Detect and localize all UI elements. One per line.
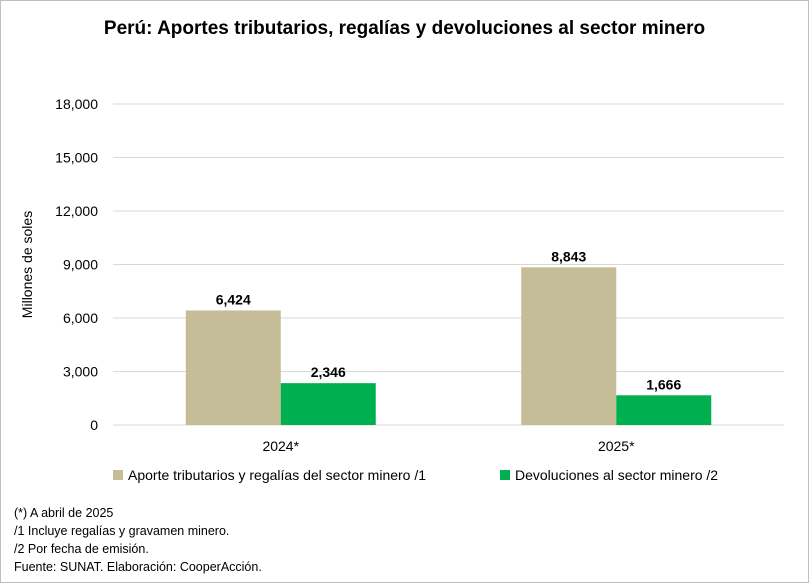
legend-swatch xyxy=(500,470,510,480)
x-tick-label: 2025* xyxy=(598,438,635,454)
x-tick-label: 2024* xyxy=(262,438,299,454)
y-tick-label: 18,000 xyxy=(55,96,98,112)
data-label: 6,424 xyxy=(216,291,251,307)
y-tick-label: 12,000 xyxy=(55,203,98,219)
legend-swatch xyxy=(113,470,123,480)
bar xyxy=(616,395,712,425)
y-tick-label: 9,000 xyxy=(63,257,98,273)
bar-chart: 0 3,000 6,000 9,000 12,000 15,000 18,000 Millon… xyxy=(19,96,784,483)
y-tick-label: 15,000 xyxy=(55,150,98,166)
y-axis-title: Millones de soles xyxy=(19,211,35,318)
bar xyxy=(185,310,281,425)
chart-title: Perú: Aportes tributarios, regalías y de… xyxy=(103,18,706,39)
y-tick-label: 3,000 xyxy=(63,364,98,380)
legend-label: Devoluciones al sector minero /2 xyxy=(515,467,718,483)
y-tick-label: 6,000 xyxy=(63,310,98,326)
data-label: 2,346 xyxy=(311,364,346,380)
data-label: 8,843 xyxy=(551,248,586,264)
footnotes: (*) A abril de 2025 /1 Incluye regalías … xyxy=(14,504,262,576)
bar xyxy=(280,383,376,425)
legend-label: Aporte tributarios y regalías del sector… xyxy=(128,467,426,483)
footnote-1: /1 Incluye regalías y gravamen minero. xyxy=(14,524,230,538)
y-tick-label: 0 xyxy=(90,417,98,433)
data-label: 1,666 xyxy=(646,376,681,392)
footnote-source: Fuente: SUNAT. Elaboración: CooperAcción… xyxy=(14,560,262,574)
footnote-2: /2 Por fecha de emisión. xyxy=(14,542,149,556)
bar xyxy=(521,267,617,425)
footnote-period: (*) A abril de 2025 xyxy=(14,506,114,520)
